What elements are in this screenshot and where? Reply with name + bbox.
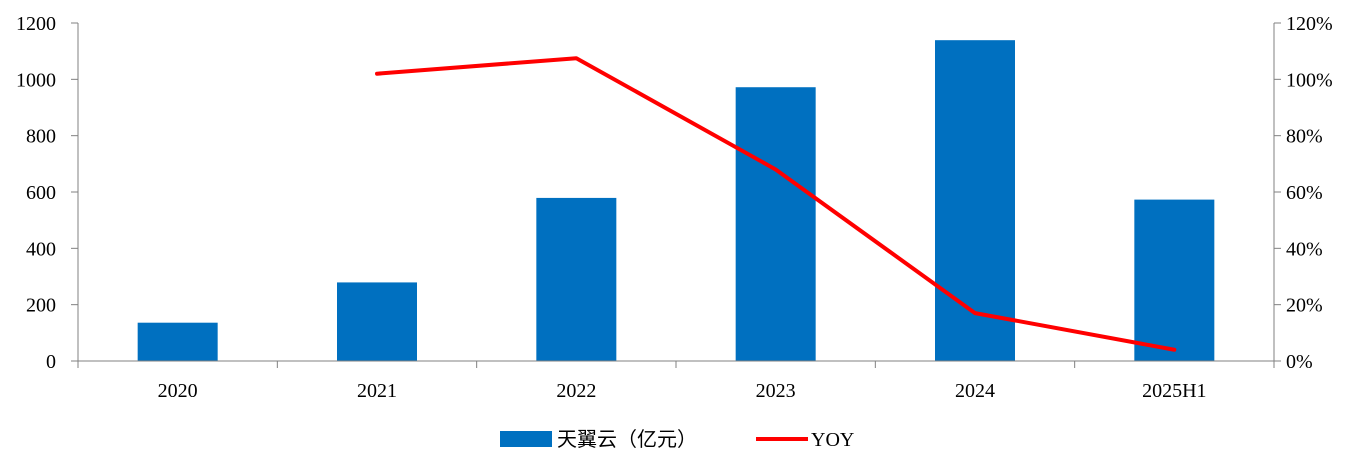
axes-group: [77, 23, 1275, 362]
legend-bar-swatch: [500, 431, 552, 447]
x-tick-label-2025H1: 2025H1: [1142, 380, 1206, 402]
right-tick-label: 0%: [1286, 351, 1313, 373]
bar-2024: [935, 40, 1015, 361]
right-axis-ticks: 0% 20% 40% 60% 80% 100% 120%: [1274, 13, 1333, 373]
left-tick-label: 400: [26, 238, 56, 260]
legend-bar-label: 天翼云（亿元）: [557, 428, 697, 450]
right-tick-label: 60%: [1286, 182, 1323, 204]
x-tick-label-2024: 2024: [955, 380, 995, 402]
legend-line-label: YOY: [811, 429, 854, 450]
x-tick-label-2022: 2022: [556, 380, 596, 402]
right-tick-label: 120%: [1286, 13, 1333, 35]
right-tick-label: 100%: [1286, 69, 1333, 91]
bar-2025H1: [1134, 199, 1215, 361]
x-axis-ticks: 2020 2021 2022 2023 2024 2025H1: [77, 361, 1275, 402]
left-tick-label: 1000: [16, 69, 56, 91]
left-tick-label: 1200: [16, 13, 56, 35]
bar-2021: [337, 282, 417, 361]
bars-group: [137, 40, 1215, 361]
left-tick-label: 0: [46, 351, 56, 373]
yoy-line-group: [375, 56, 1177, 352]
left-tick-label: 800: [26, 126, 56, 148]
bar-2020: [137, 322, 218, 361]
bar-2022: [536, 197, 617, 361]
x-tick-label-2021: 2021: [357, 380, 397, 402]
x-tick-label-2020: 2020: [158, 380, 198, 402]
right-tick-label: 20%: [1286, 295, 1323, 317]
bar-2023: [735, 87, 816, 361]
x-tick-label-2023: 2023: [756, 380, 796, 402]
left-tick-label: 600: [26, 182, 56, 204]
left-tick-label: 200: [26, 295, 56, 317]
legend: 天翼云（亿元） YOY: [500, 428, 854, 450]
right-tick-label: 40%: [1286, 238, 1323, 260]
left-axis-ticks: 0 200 400 600 800 1000 1200: [16, 13, 78, 373]
right-tick-label: 80%: [1286, 126, 1323, 148]
